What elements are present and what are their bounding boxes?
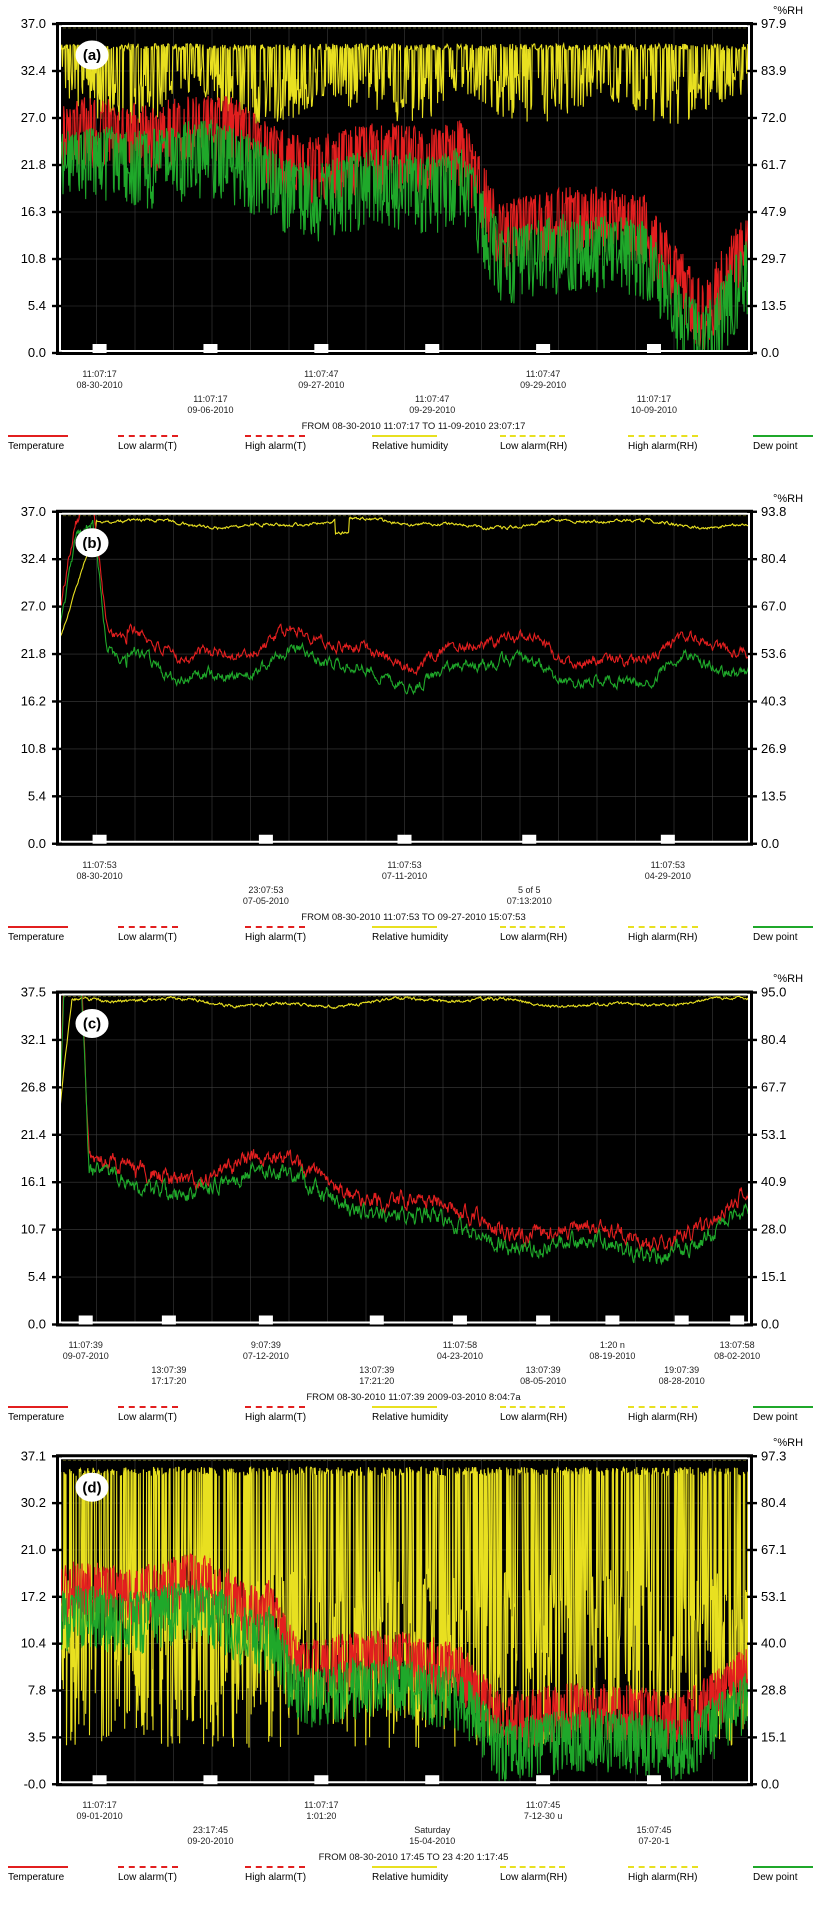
svg-text:53.1: 53.1: [761, 1126, 786, 1141]
svg-text:3.5: 3.5: [28, 1729, 46, 1744]
svg-text:80.4: 80.4: [761, 551, 786, 566]
svg-text:27.0: 27.0: [21, 599, 46, 614]
svg-text:10.8: 10.8: [21, 741, 46, 756]
svg-text:21.8: 21.8: [21, 646, 46, 661]
svg-text:40.9: 40.9: [761, 1174, 786, 1189]
svg-text:80.4: 80.4: [761, 1495, 786, 1510]
svg-text:(c): (c): [83, 1015, 101, 1032]
svg-text:0.0: 0.0: [28, 1316, 46, 1331]
svg-text:53.6: 53.6: [761, 646, 786, 661]
svg-text:10.8: 10.8: [21, 251, 46, 266]
svg-text:61.7: 61.7: [761, 157, 786, 172]
svg-text:95.0: 95.0: [761, 984, 786, 999]
svg-text:5.4: 5.4: [28, 298, 46, 313]
svg-text:97.3: 97.3: [761, 1448, 786, 1463]
svg-text:0.0: 0.0: [761, 1316, 779, 1331]
svg-text:13.5: 13.5: [761, 298, 786, 313]
svg-text:26.9: 26.9: [761, 741, 786, 756]
svg-text:17.2: 17.2: [21, 1589, 46, 1604]
svg-text:29.7: 29.7: [761, 251, 786, 266]
svg-text:7.8: 7.8: [28, 1682, 46, 1697]
svg-text:27.0: 27.0: [21, 110, 46, 125]
svg-text:21.4: 21.4: [21, 1126, 46, 1141]
svg-text:16.2: 16.2: [21, 694, 46, 709]
svg-text:40.3: 40.3: [761, 694, 786, 709]
svg-text:28.0: 28.0: [761, 1221, 786, 1236]
svg-text:67.1: 67.1: [761, 1542, 786, 1557]
svg-text:15.1: 15.1: [761, 1269, 786, 1284]
svg-text:72.0: 72.0: [761, 110, 786, 125]
svg-text:80.4: 80.4: [761, 1031, 786, 1046]
svg-text:-0.0: -0.0: [24, 1776, 46, 1791]
svg-text:0.0: 0.0: [761, 1776, 779, 1791]
svg-text:21.8: 21.8: [21, 157, 46, 172]
svg-text:67.0: 67.0: [761, 599, 786, 614]
svg-text:5.4: 5.4: [28, 1269, 46, 1284]
svg-text:47.9: 47.9: [761, 204, 786, 219]
svg-text:83.9: 83.9: [761, 63, 786, 78]
svg-text:97.9: 97.9: [761, 16, 786, 31]
svg-text:28.8: 28.8: [761, 1682, 786, 1697]
svg-text:32.4: 32.4: [21, 551, 46, 566]
svg-text:16.3: 16.3: [21, 204, 46, 219]
svg-text:32.4: 32.4: [21, 63, 46, 78]
svg-text:0.0: 0.0: [28, 836, 46, 851]
svg-text:37.0: 37.0: [21, 504, 46, 519]
svg-text:(d): (d): [82, 1479, 101, 1496]
svg-text:5.4: 5.4: [28, 789, 46, 804]
svg-text:16.1: 16.1: [21, 1174, 46, 1189]
svg-text:67.7: 67.7: [761, 1079, 786, 1094]
svg-text:21.0: 21.0: [21, 1542, 46, 1557]
svg-text:37.0: 37.0: [21, 16, 46, 31]
svg-text:30.2: 30.2: [21, 1495, 46, 1510]
svg-text:32.1: 32.1: [21, 1031, 46, 1046]
svg-text:53.1: 53.1: [761, 1589, 786, 1604]
svg-text:0.0: 0.0: [761, 345, 779, 360]
svg-text:40.0: 40.0: [761, 1635, 786, 1650]
svg-text:37.5: 37.5: [21, 984, 46, 999]
svg-text:93.8: 93.8: [761, 504, 786, 519]
svg-text:(b): (b): [82, 535, 101, 552]
svg-text:37.1: 37.1: [21, 1448, 46, 1463]
svg-text:10.7: 10.7: [21, 1221, 46, 1236]
svg-text:13.5: 13.5: [761, 789, 786, 804]
svg-text:10.4: 10.4: [21, 1635, 46, 1650]
svg-text:0.0: 0.0: [28, 345, 46, 360]
svg-text:0.0: 0.0: [761, 836, 779, 851]
svg-text:26.8: 26.8: [21, 1079, 46, 1094]
svg-text:(a): (a): [83, 47, 101, 64]
svg-text:15.1: 15.1: [761, 1729, 786, 1744]
